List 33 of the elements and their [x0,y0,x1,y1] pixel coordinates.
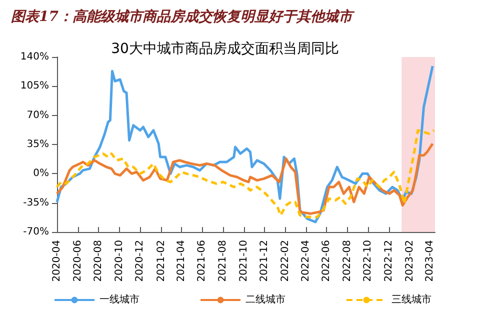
y-tick-label: 0% [33,168,49,180]
y-tick-label: 35% [26,139,49,150]
x-tick-label: 2022-08 [342,240,353,282]
chart-title: 图表17：高能级城市商品房成交恢复明显好于其他城市 [11,8,356,25]
y-tick-label: 140% [20,52,49,62]
x-tick-label: 2022-02 [280,240,292,282]
x-tick-label: 2021-12 [259,240,270,282]
x-tick-label: 2023-02 [404,240,416,282]
x-tick-label: 2020-08 [93,240,104,282]
x-tick-label: 2021-02 [156,240,167,282]
x-tick-label: 2020-10 [114,240,125,282]
y-tick-label: 105% [20,80,49,92]
x-tick-label: 2021-10 [238,240,250,282]
x-tick-label: 2021-04 [176,240,187,282]
legend-label: 三线城市 [392,294,432,306]
x-tick-label: 2022-04 [300,240,312,282]
x-tick-label: 2020-06 [72,240,84,282]
y-tick-label: -70% [23,226,49,238]
line-series [56,129,436,218]
x-tick-label: 2022-10 [362,240,374,282]
x-tick-label: 2022-12 [383,240,394,282]
chart-subtitle: 30大中城市商品房成交面积当周同比 [111,41,339,57]
legend-label: 一线城市 [100,294,140,306]
y-tick-label: 70% [26,110,49,121]
x-tick-label: 2020-12 [134,240,146,282]
x-tick-label: 2023-04 [424,240,436,282]
legend-label: 二线城市 [246,294,286,306]
x-tick-label: 2021-08 [217,240,228,282]
x-tick-label: 2021-06 [196,240,208,282]
x-tick-label: 2020-04 [52,240,62,282]
y-tick-label: -35% [23,197,49,208]
line-series [56,142,434,215]
x-tick-label: 2022-06 [321,240,332,282]
